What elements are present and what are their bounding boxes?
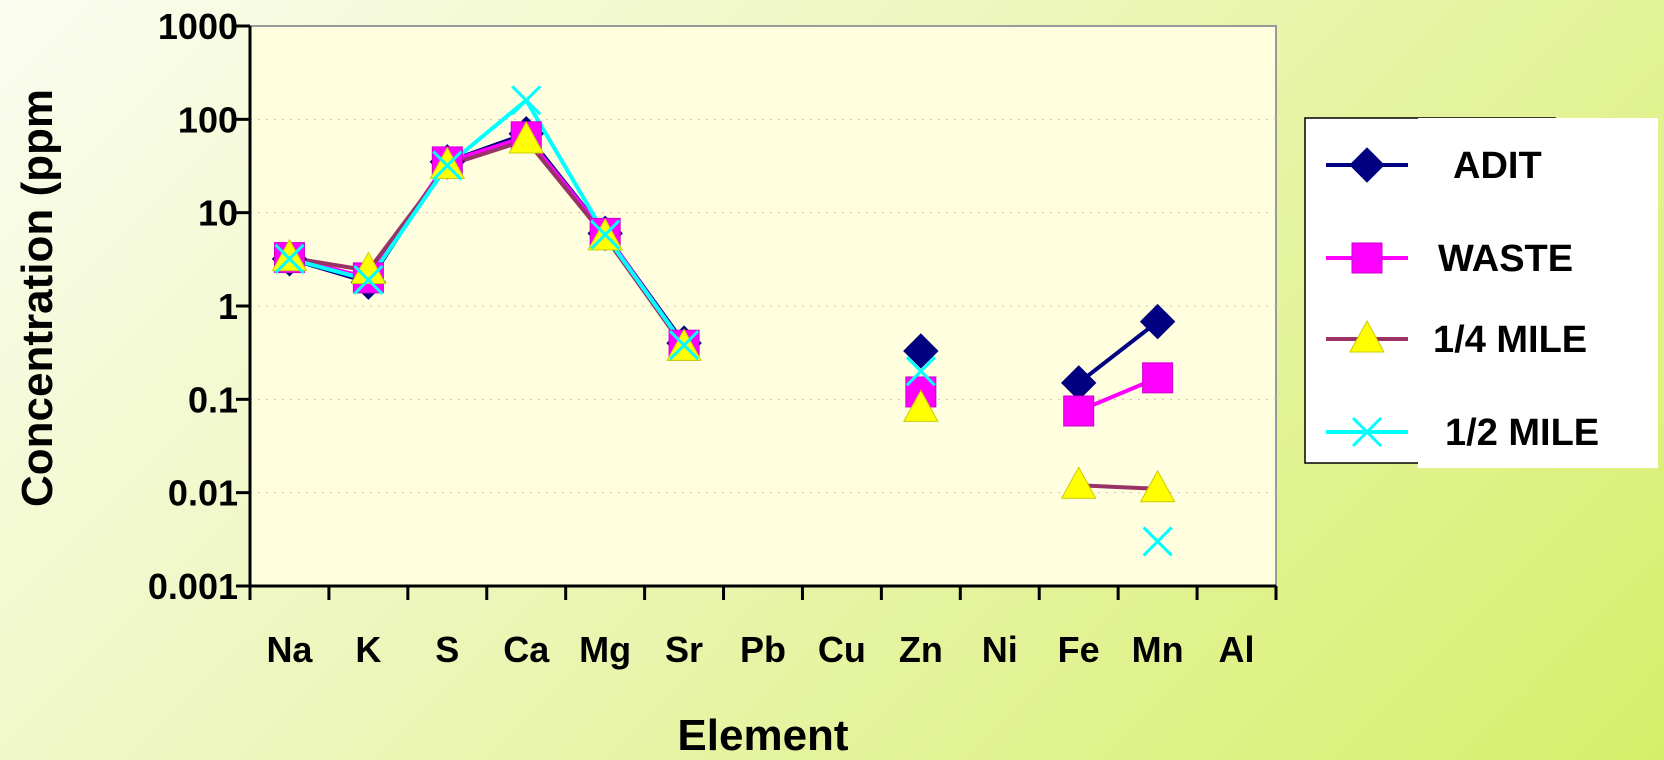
y-axis-title: Concentration (ppm — [13, 89, 62, 507]
data-point-1-2-mile-k — [353, 264, 384, 296]
legend-marker — [1351, 242, 1383, 274]
legend-item-adit: ADIT — [1326, 145, 1542, 187]
y-tick-label: 0.1 — [188, 379, 238, 420]
x-tick-label-ni: Ni — [982, 629, 1018, 670]
data-point-1-2-mile-mg — [590, 219, 621, 250]
legend-label: 1/2 MILE — [1445, 412, 1599, 454]
legend-item-1-2-mile: 1/2 MILE — [1326, 412, 1599, 454]
legend-marker — [1349, 319, 1385, 353]
y-tick-label: 0.01 — [168, 473, 238, 514]
data-point-adit-zn — [903, 333, 939, 369]
data-point-1-4-mile-na — [271, 238, 308, 272]
x-tick-label-al: Al — [1219, 629, 1255, 670]
data-point-1-2-mile-na — [274, 243, 305, 274]
legend-label: ADIT — [1453, 145, 1542, 187]
y-axis-ticks: 1000 100 10 1 0.1 0.01 0.001 — [148, 6, 250, 607]
data-point-1-2-mile-mn — [1142, 526, 1173, 557]
x-tick-label-cu: Cu — [818, 629, 866, 670]
x-tick-label-sr: Sr — [665, 629, 703, 670]
x-tick-label-s: S — [435, 629, 459, 670]
data-point-1-4-mile-k — [350, 251, 387, 285]
data-point-1-4-mile-fe — [1060, 466, 1097, 499]
x-tick-label-fe: Fe — [1058, 629, 1100, 670]
x-axis-title: Element — [677, 711, 849, 760]
legend-item-waste: WASTE — [1326, 238, 1573, 280]
x-axis-ticks: Na K S Ca Mg Sr Pb Cu Zn Ni Fe Mn Al — [248, 586, 1278, 670]
x-tick-label-mn: Mn — [1132, 629, 1184, 670]
grid-lines — [250, 118, 1276, 494]
legend-label: 1/4 MILE — [1433, 319, 1587, 361]
y-tick-label: 1000 — [158, 6, 238, 47]
legend-marker — [1351, 416, 1383, 448]
data-point-1-4-mile-ca — [508, 120, 545, 154]
data-point-waste-mn — [1142, 362, 1174, 394]
x-tick-label-na: Na — [266, 629, 313, 670]
y-tick-label: 10 — [198, 193, 238, 234]
data-point-adit-mn — [1139, 303, 1176, 340]
y-tick-label: 0.001 — [148, 566, 238, 607]
legend-items: ADIT WASTE 1/4 MILE 1/2 MILE — [1326, 145, 1599, 454]
series-markers — [271, 85, 1176, 557]
legend: ADIT WASTE 1/4 MILE 1/2 MILE — [1304, 117, 1658, 468]
x-tick-label-ca: Ca — [503, 629, 550, 670]
data-point-1-2-mile-s — [432, 150, 463, 181]
data-point-1-2-mile-sr — [669, 330, 700, 361]
x-tick-label-pb: Pb — [740, 629, 786, 670]
legend-label: WASTE — [1438, 238, 1573, 280]
series-line-adit — [1077, 320, 1159, 385]
data-point-1-2-mile-ca — [511, 85, 542, 116]
y-tick-label: 1 — [218, 286, 238, 327]
legend-marker — [1349, 147, 1385, 183]
data-point-1-4-mile-mn — [1139, 469, 1176, 503]
x-tick-label-zn: Zn — [899, 629, 943, 670]
series-line-1-4-mile — [1078, 483, 1158, 491]
y-tick-label: 100 — [178, 99, 238, 140]
x-tick-label-mg: Mg — [579, 629, 631, 670]
data-point-1-4-mile-s — [429, 146, 466, 180]
legend-box-extension — [1418, 118, 1658, 468]
data-point-1-2-mile-zn — [905, 356, 936, 387]
data-point-1-4-mile-zn — [903, 389, 939, 422]
data-point-waste-fe — [1063, 395, 1095, 427]
x-tick-label-k: K — [355, 629, 381, 670]
legend-item-1-4-mile: 1/4 MILE — [1326, 319, 1587, 361]
